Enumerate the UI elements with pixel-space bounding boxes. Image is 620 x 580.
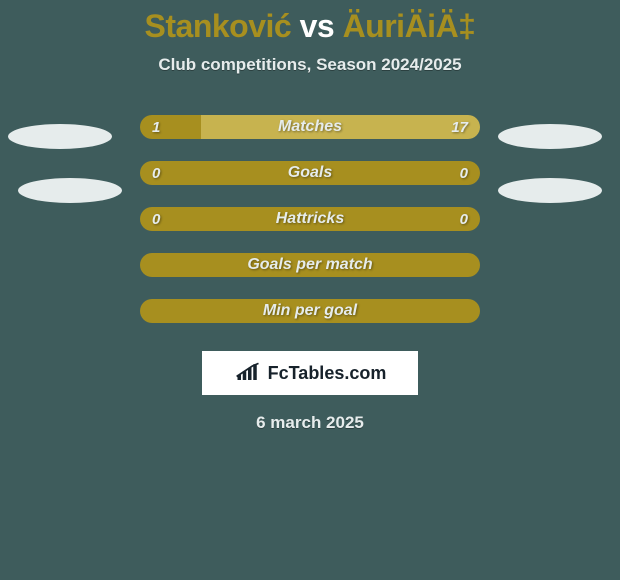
comparison-card: Stanković vs ÄuriÄiÄ‡ Club competitions,… xyxy=(0,0,620,580)
stat-row: Goals per match xyxy=(140,253,480,277)
stat-bar-right xyxy=(201,115,480,139)
stat-bar-right xyxy=(310,253,480,277)
card-subtitle: Club competitions, Season 2024/2025 xyxy=(0,55,620,75)
stat-row: Matches117 xyxy=(140,115,480,139)
stat-bar-left xyxy=(140,299,310,323)
stat-bar-left xyxy=(140,207,310,231)
decorative-oval xyxy=(8,124,112,149)
decorative-oval xyxy=(18,178,122,203)
site-logo: FcTables.com xyxy=(202,351,418,395)
stat-bar-left xyxy=(140,115,201,139)
vs-separator: vs xyxy=(300,8,335,44)
player2-name: ÄuriÄiÄ‡ xyxy=(343,8,476,44)
stat-bar-right xyxy=(310,207,480,231)
site-logo-text: FcTables.com xyxy=(268,363,387,384)
chart-icon xyxy=(234,362,262,384)
card-date: 6 march 2025 xyxy=(0,413,620,433)
stat-row: Min per goal xyxy=(140,299,480,323)
stat-bar-right xyxy=(310,299,480,323)
player1-name: Stanković xyxy=(145,8,292,44)
stat-bar-left xyxy=(140,253,310,277)
decorative-oval xyxy=(498,124,602,149)
decorative-oval xyxy=(498,178,602,203)
stat-bar-left xyxy=(140,161,310,185)
card-title: Stanković vs ÄuriÄiÄ‡ xyxy=(0,0,620,45)
stat-row: Hattricks00 xyxy=(140,207,480,231)
stat-bar-right xyxy=(310,161,480,185)
stat-row: Goals00 xyxy=(140,161,480,185)
